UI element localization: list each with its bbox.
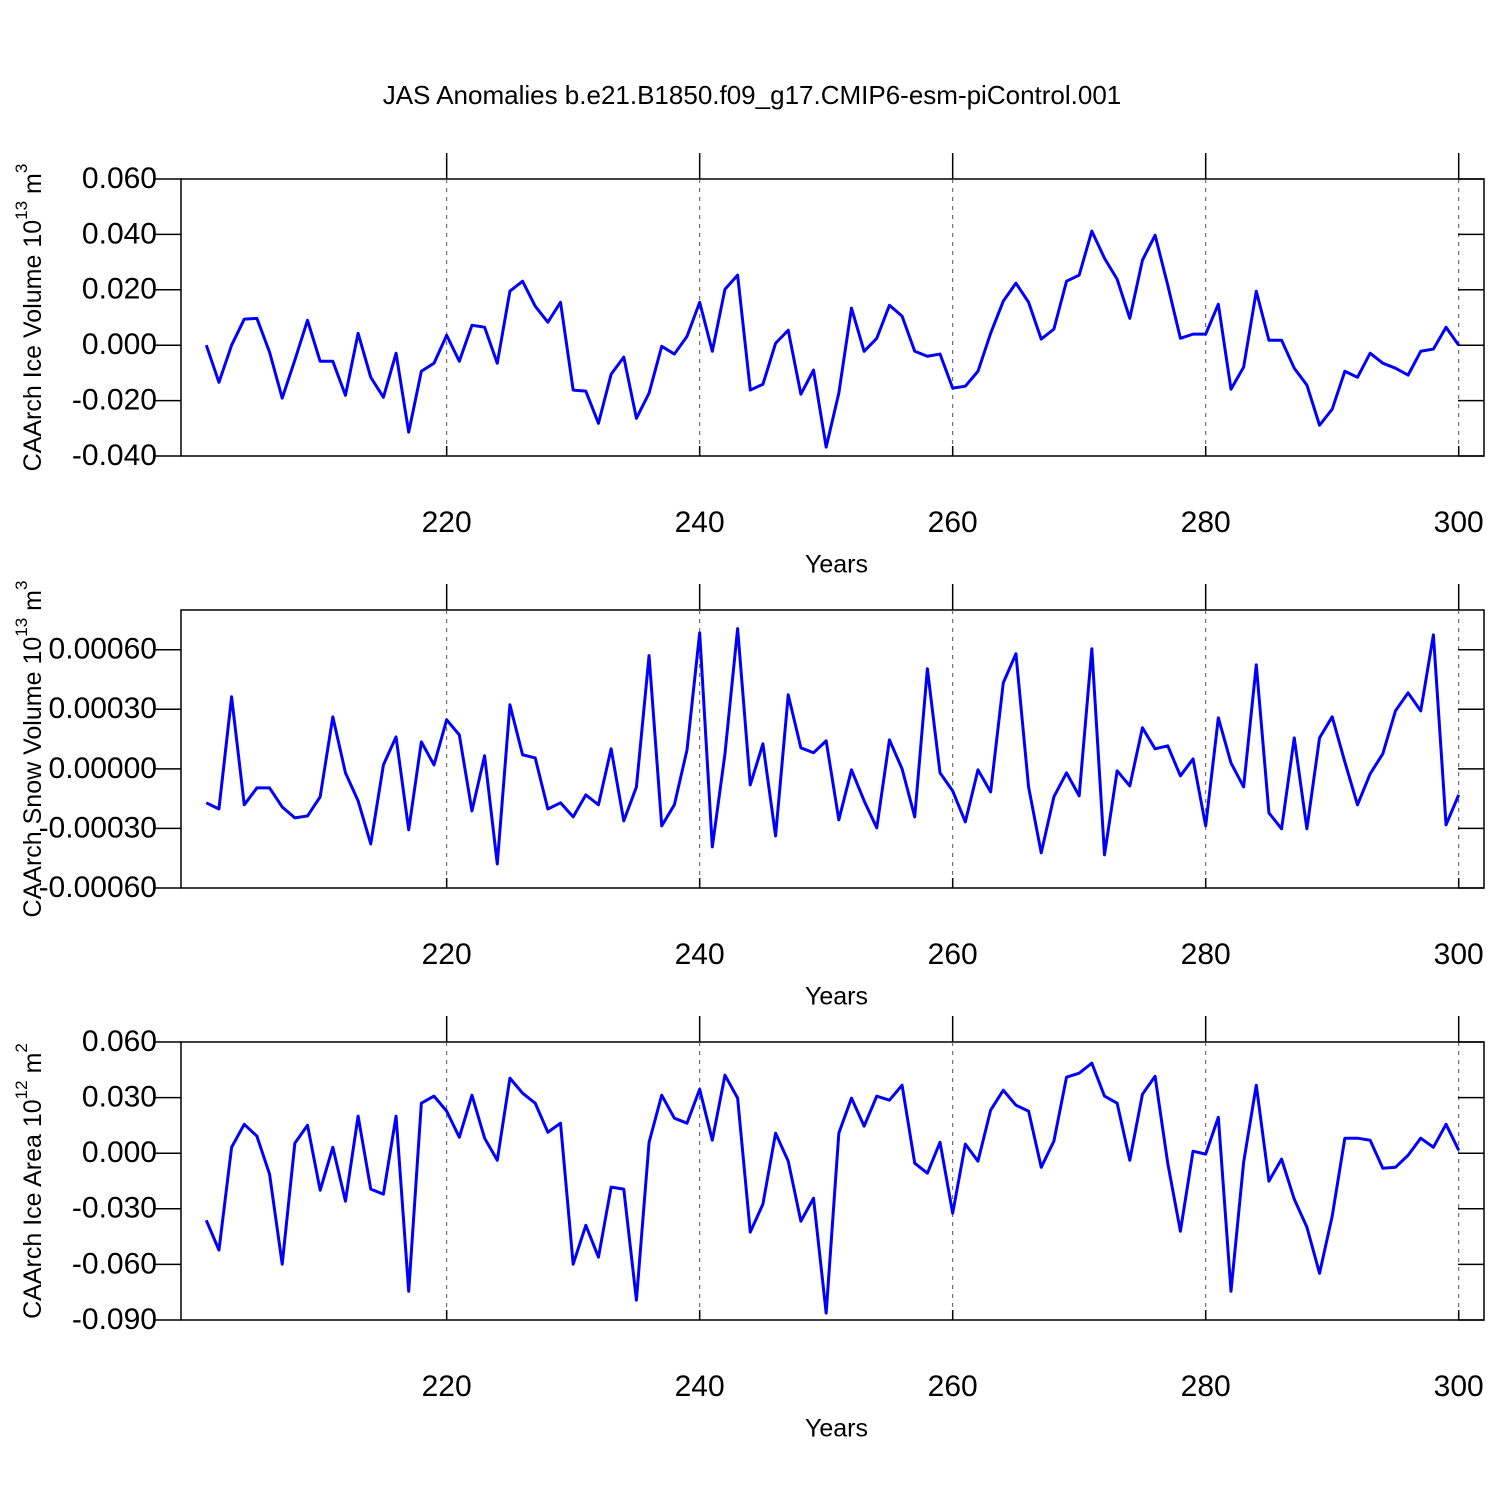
y-axis-label-exponent: 3 (12, 581, 31, 590)
y-tick-label: 0.00030 (49, 692, 157, 725)
y-axis-label: CAArch Ice Volume 1013 m3 (12, 164, 46, 472)
x-tick-label: 260 (928, 506, 978, 539)
y-tick-label: -0.00060 (39, 871, 157, 904)
y-axis-label: CAArch Snow Volume 1013 m3 (12, 581, 46, 918)
y-tick-label: 0.040 (82, 217, 157, 250)
y-tick-label: 0.00060 (49, 633, 157, 666)
y-axis-label-part: m (19, 590, 47, 611)
x-axis-label: Years (805, 551, 868, 579)
data-line (205, 627, 1461, 866)
x-tick-label: 220 (422, 506, 472, 539)
plot-frame (180, 609, 1485, 889)
y-axis-label-exponent: 3 (12, 164, 31, 173)
y-tick-label: 0.030 (82, 1081, 157, 1114)
y-axis-label-part: CAArch Ice Area 10 (19, 1099, 47, 1319)
y-tick-label: -0.040 (72, 439, 157, 472)
x-tick-label: 240 (675, 938, 725, 971)
y-axis-label-exponent: 13 (12, 618, 31, 637)
y-axis-label-part: CAArch Snow Volume 10 (19, 637, 47, 918)
y-axis-label-exponent: 13 (12, 201, 31, 220)
y-tick-label: -0.020 (72, 384, 157, 417)
y-axis-label: CAArch Ice Area 1012 m2 (12, 1043, 46, 1319)
plot-frame (180, 178, 1485, 457)
x-tick-label: 240 (675, 1370, 725, 1403)
x-tick-label: 260 (928, 1370, 978, 1403)
y-tick-label: 0.000 (82, 1136, 157, 1169)
y-axis-label-part: CAArch Ice Volume 10 (19, 220, 47, 472)
x-tick-label: 260 (928, 938, 978, 971)
figure-title: JAS Anomalies b.e21.B1850.f09_g17.CMIP6-… (383, 80, 1122, 110)
y-tick-label: -0.060 (72, 1247, 157, 1280)
plot-frame (180, 1041, 1485, 1321)
x-tick-label: 220 (422, 1370, 472, 1403)
y-tick-label: -0.00030 (39, 811, 157, 844)
y-axis-label-part: m (19, 1053, 47, 1074)
x-tick-label: 280 (1181, 1370, 1231, 1403)
x-tick-label: 300 (1434, 938, 1484, 971)
y-axis-label-exponent: 12 (12, 1080, 31, 1099)
x-axis-label: Years (805, 983, 868, 1011)
y-tick-label: -0.090 (72, 1303, 157, 1336)
x-tick-label: 300 (1434, 506, 1484, 539)
x-tick-label: 300 (1434, 1370, 1484, 1403)
x-axis-label: Years (805, 1415, 868, 1443)
x-tick-label: 220 (422, 938, 472, 971)
y-tick-label: 0.060 (82, 162, 157, 195)
data-line (204, 1061, 1461, 1315)
x-tick-label: 280 (1181, 938, 1231, 971)
y-tick-label: -0.030 (72, 1192, 157, 1225)
data-line (204, 229, 1460, 449)
y-axis-label-exponent: 2 (12, 1043, 31, 1052)
y-tick-label: 0.00000 (49, 752, 157, 785)
y-axis-label-part: m (19, 173, 47, 194)
x-tick-label: 280 (1181, 506, 1231, 539)
x-tick-label: 240 (675, 506, 725, 539)
y-tick-label: 0.020 (82, 273, 157, 306)
y-tick-label: 0.060 (82, 1025, 157, 1058)
y-tick-label: 0.000 (82, 328, 157, 361)
